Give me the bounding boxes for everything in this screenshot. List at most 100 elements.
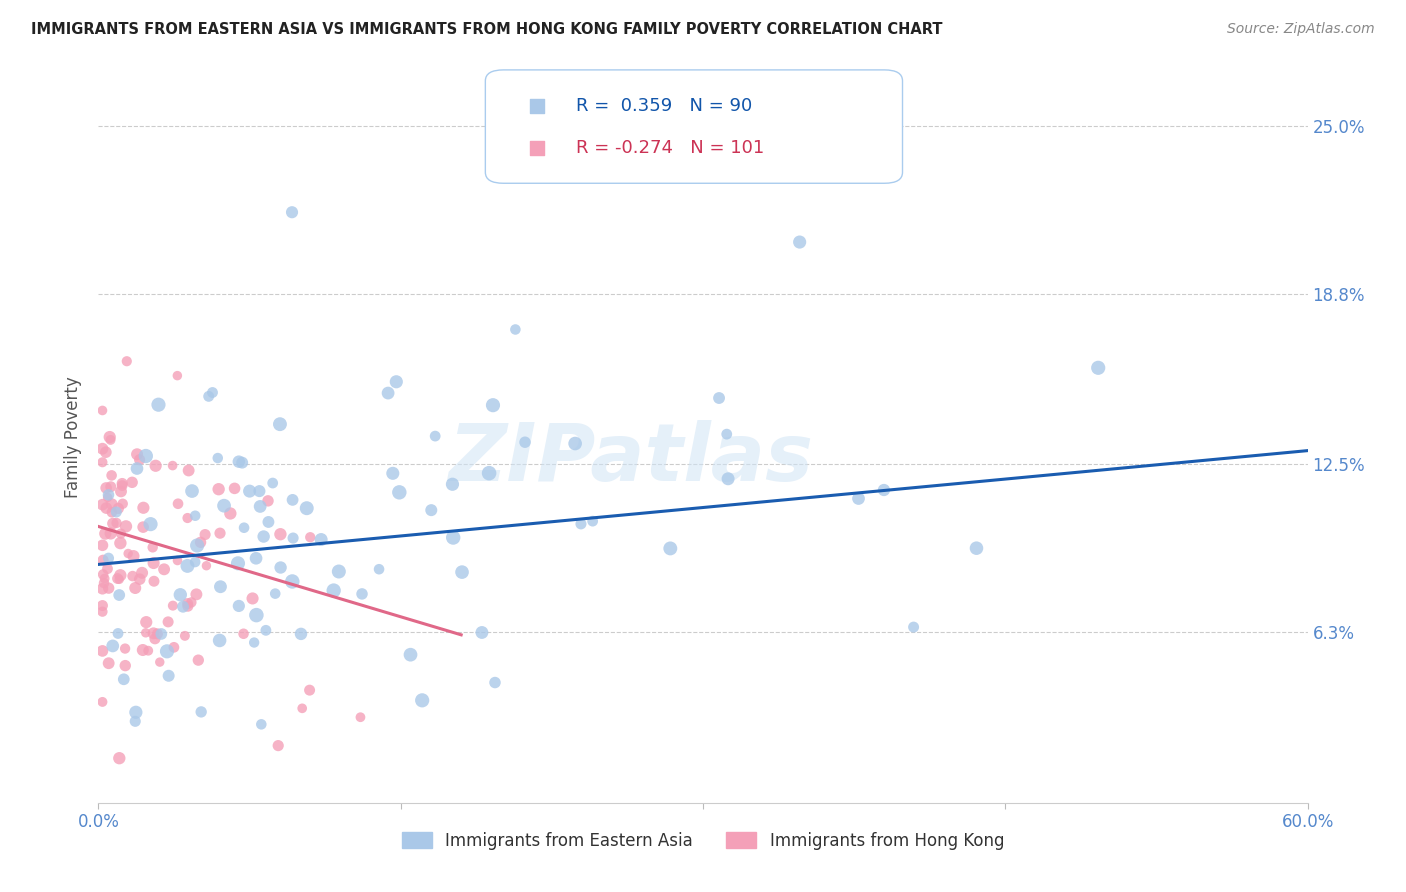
Point xyxy=(107,626,129,640)
Point xyxy=(115,519,138,533)
Point xyxy=(290,627,312,641)
Point xyxy=(368,562,391,576)
Point xyxy=(291,701,314,715)
Point xyxy=(101,516,124,531)
Point xyxy=(270,560,292,574)
Point xyxy=(143,632,166,646)
Point xyxy=(94,481,117,495)
Point xyxy=(484,675,506,690)
Point xyxy=(139,517,162,532)
Point xyxy=(184,508,207,523)
Point xyxy=(136,643,159,657)
Point xyxy=(249,500,271,514)
Point xyxy=(177,599,200,614)
Point xyxy=(253,529,276,543)
Point xyxy=(208,482,231,496)
Point xyxy=(716,427,738,442)
Point xyxy=(281,492,304,507)
Point xyxy=(122,549,145,563)
Point xyxy=(91,455,114,469)
Point xyxy=(471,625,494,640)
Point xyxy=(100,526,122,541)
Point xyxy=(789,235,811,249)
Point xyxy=(582,514,605,528)
Point xyxy=(124,714,146,729)
FancyBboxPatch shape xyxy=(485,70,903,183)
Point xyxy=(162,458,184,473)
Legend: Immigrants from Eastern Asia, Immigrants from Hong Kong: Immigrants from Eastern Asia, Immigrants… xyxy=(395,825,1011,856)
Point xyxy=(177,463,200,477)
Point xyxy=(108,751,131,765)
Point xyxy=(157,669,180,683)
Point xyxy=(257,494,280,508)
Point xyxy=(249,484,271,499)
Point xyxy=(281,205,304,219)
Point xyxy=(101,497,124,511)
Point xyxy=(108,573,131,587)
Point xyxy=(125,447,148,461)
Point xyxy=(513,435,536,450)
Point xyxy=(148,398,170,412)
Point xyxy=(257,515,280,529)
Point xyxy=(201,385,224,400)
Point xyxy=(149,655,172,669)
Point xyxy=(190,705,212,719)
Text: R =  0.359   N = 90: R = 0.359 N = 90 xyxy=(576,96,752,114)
Point xyxy=(873,483,896,497)
Point xyxy=(420,503,443,517)
Point xyxy=(166,553,188,567)
Point xyxy=(224,482,246,496)
Point xyxy=(228,599,250,613)
Point xyxy=(91,403,114,417)
Point xyxy=(91,498,114,512)
Point xyxy=(186,587,208,601)
Point xyxy=(96,501,118,516)
Point xyxy=(125,706,148,720)
Point xyxy=(659,541,682,556)
Point xyxy=(385,375,408,389)
Point xyxy=(100,468,122,483)
Point xyxy=(167,497,190,511)
Point xyxy=(91,553,114,567)
Point xyxy=(254,624,277,638)
Point xyxy=(145,458,167,473)
Point xyxy=(264,586,287,600)
Point xyxy=(135,615,157,629)
Point xyxy=(242,591,264,606)
Point xyxy=(142,556,165,570)
Point xyxy=(143,574,166,589)
Point xyxy=(105,505,128,519)
Point xyxy=(441,477,464,491)
Point xyxy=(91,695,114,709)
Point xyxy=(111,478,134,492)
Point xyxy=(135,449,157,463)
Point xyxy=(91,538,114,552)
Point xyxy=(142,626,165,640)
Point xyxy=(162,599,184,613)
Point xyxy=(132,643,155,657)
Point xyxy=(281,574,304,589)
Point xyxy=(569,516,592,531)
Point xyxy=(269,417,291,432)
Point xyxy=(232,626,254,640)
Point xyxy=(135,625,157,640)
Point xyxy=(105,516,128,530)
Point xyxy=(505,322,527,336)
Point xyxy=(110,484,132,499)
Point xyxy=(91,442,114,456)
Point xyxy=(207,451,229,466)
Point xyxy=(93,572,115,586)
Point xyxy=(245,608,267,623)
Point xyxy=(121,475,143,490)
Point xyxy=(110,536,132,550)
Point xyxy=(226,557,249,571)
Point xyxy=(228,455,250,469)
Point xyxy=(91,599,114,613)
Point xyxy=(125,461,148,475)
Point xyxy=(121,569,143,583)
Text: ZIPatlas: ZIPatlas xyxy=(449,420,813,498)
Point xyxy=(107,501,129,516)
Point xyxy=(243,635,266,649)
Point xyxy=(96,562,118,576)
Point xyxy=(114,658,136,673)
